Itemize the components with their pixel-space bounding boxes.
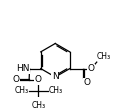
Text: O: O	[35, 75, 42, 84]
Text: CH₃: CH₃	[48, 86, 62, 95]
Text: N: N	[51, 72, 58, 82]
Text: O: O	[83, 78, 89, 87]
Text: CH₃: CH₃	[14, 86, 28, 95]
Text: O: O	[12, 75, 19, 84]
Text: CH₃: CH₃	[31, 101, 45, 110]
Text: O: O	[87, 64, 94, 73]
Text: CH₃: CH₃	[96, 52, 110, 61]
Text: HN: HN	[16, 64, 29, 73]
